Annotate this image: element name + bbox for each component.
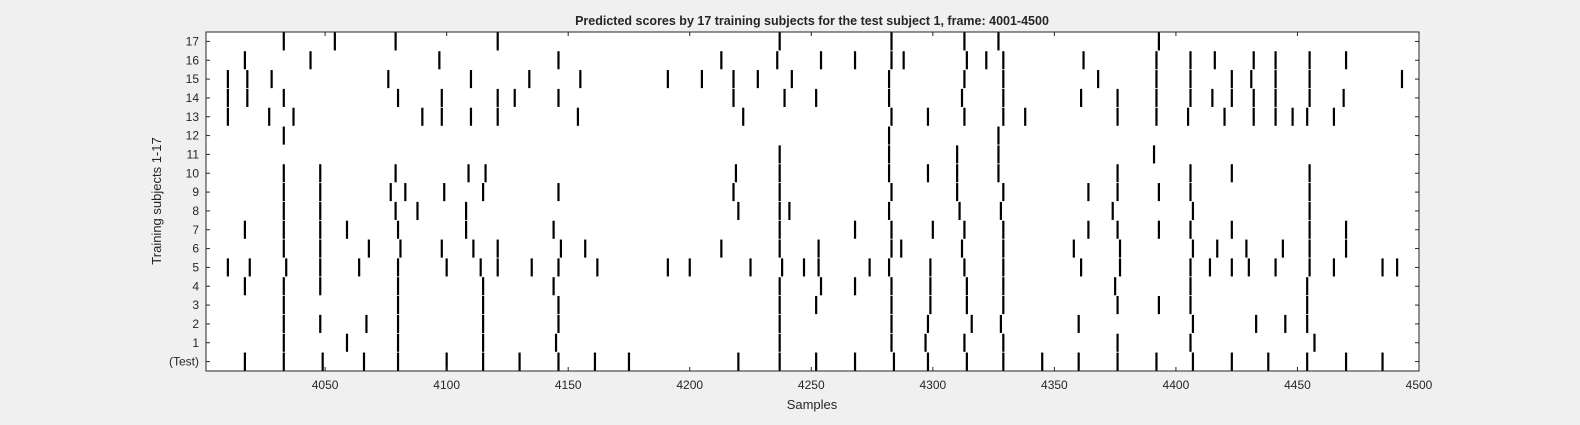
- x-tick-label: 4450: [1284, 378, 1311, 392]
- y-tick-label: 15: [186, 72, 200, 86]
- axes-box: [205, 31, 1420, 372]
- y-tick-label: 4: [192, 279, 199, 293]
- y-tick-label: 3: [192, 298, 199, 312]
- event-marks: [226, 32, 1404, 371]
- y-tick-label: 1: [192, 336, 199, 350]
- x-tick-label: 4400: [1163, 378, 1190, 392]
- x-tick-label: 4050: [312, 378, 339, 392]
- y-tick-label: 7: [192, 223, 199, 237]
- y-tick-label: 9: [192, 185, 199, 199]
- x-tick-label: 4150: [555, 378, 582, 392]
- y-tick-label: 14: [186, 91, 200, 105]
- y-axis-label: Training subjects 1-17: [149, 137, 164, 264]
- x-tick-label: 4200: [676, 378, 703, 392]
- y-tick-label: 10: [186, 166, 200, 180]
- y-tick-label: 11: [187, 147, 200, 161]
- x-tick-label: 4250: [798, 378, 825, 392]
- x-axis-label: Samples: [787, 397, 838, 412]
- y-tick-label: 17: [186, 34, 200, 48]
- y-tick-label: 2: [192, 317, 199, 331]
- x-tick-label: 4100: [433, 378, 460, 392]
- x-tick-label: 4300: [919, 378, 946, 392]
- y-tick-label: 6: [192, 242, 199, 256]
- chart-title: Predicted scores by 17 training subjects…: [575, 14, 1049, 28]
- y-tick-label: 13: [186, 110, 200, 124]
- y-tick-label: 16: [186, 53, 200, 67]
- plot-area: [206, 32, 1419, 371]
- x-tick-label: 4350: [1041, 378, 1068, 392]
- y-tick-label: (Test): [169, 355, 199, 369]
- y-tick-label: 8: [192, 204, 199, 218]
- y-tick-label: 12: [186, 129, 200, 143]
- y-tick-label: 5: [192, 260, 199, 274]
- x-tick-label: 4500: [1406, 378, 1433, 392]
